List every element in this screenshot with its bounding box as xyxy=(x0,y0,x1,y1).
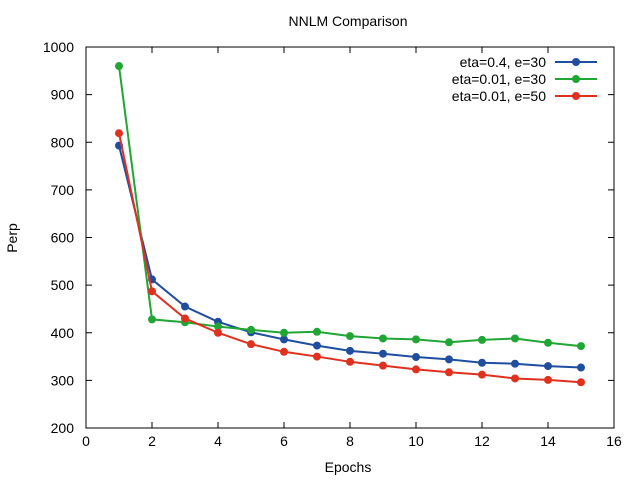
data-point xyxy=(346,346,354,355)
plot-area xyxy=(85,46,615,429)
chart-title: NNLM Comparison xyxy=(288,13,407,29)
x-tick-label: 16 xyxy=(606,433,622,449)
y-tick-label: 1000 xyxy=(43,39,74,55)
data-point xyxy=(577,378,585,387)
x-tick-label: 4 xyxy=(214,433,222,449)
series-layer xyxy=(115,62,585,387)
data-point xyxy=(313,352,321,361)
y-tick-label: 500 xyxy=(51,277,75,293)
legend-label: eta=0.01, e=50 xyxy=(452,88,546,104)
y-tick-label: 400 xyxy=(51,325,75,341)
x-tick-label: 12 xyxy=(474,433,490,449)
series-line xyxy=(118,132,582,384)
data-point xyxy=(445,368,453,377)
data-point xyxy=(412,353,420,362)
data-point xyxy=(280,335,288,344)
data-point xyxy=(577,342,585,351)
data-point xyxy=(181,314,189,323)
data-point xyxy=(511,359,519,368)
y-tick-label: 300 xyxy=(51,372,75,388)
data-point xyxy=(511,374,519,383)
x-tick-label: 14 xyxy=(540,433,556,449)
y-tick-label: 200 xyxy=(51,420,75,436)
data-point xyxy=(115,129,123,138)
data-point xyxy=(577,363,585,372)
x-tick-label: 8 xyxy=(346,433,354,449)
data-point xyxy=(412,365,420,374)
x-axis-title: Epochs xyxy=(325,459,372,475)
y-tick-label: 900 xyxy=(51,87,75,103)
data-point xyxy=(445,338,453,347)
data-point xyxy=(346,332,354,341)
data-point xyxy=(280,328,288,337)
legend-swatch-marker xyxy=(572,92,580,100)
y-axis-title: Perp xyxy=(4,223,20,253)
x-tick-label: 0 xyxy=(82,433,90,449)
legend-swatch-marker xyxy=(572,75,580,83)
legend-swatch-marker xyxy=(572,58,580,66)
series-line xyxy=(118,65,582,348)
data-point xyxy=(379,334,387,343)
x-tick-label: 6 xyxy=(280,433,288,449)
data-point xyxy=(181,302,189,311)
data-point xyxy=(379,361,387,370)
data-point xyxy=(412,335,420,344)
data-point xyxy=(544,362,552,371)
data-point xyxy=(445,355,453,364)
x-tick-label: 2 xyxy=(148,433,156,449)
x-tick-label: 10 xyxy=(408,433,424,449)
data-point xyxy=(115,62,123,71)
data-point xyxy=(214,328,222,337)
legend-label: eta=0.4, e=30 xyxy=(460,54,547,70)
data-point xyxy=(544,338,552,347)
data-point xyxy=(247,325,255,334)
data-point xyxy=(478,370,486,379)
series-1 xyxy=(115,141,585,372)
y-tick-label: 700 xyxy=(51,182,75,198)
plot-border xyxy=(85,46,615,429)
y-tick-label: 600 xyxy=(51,230,75,246)
data-point xyxy=(478,335,486,344)
data-point xyxy=(148,315,156,324)
data-point xyxy=(148,287,156,296)
data-point xyxy=(214,322,222,331)
legend-label: eta=0.01, e=30 xyxy=(452,71,546,87)
axis-ticks: 0 2 4 6 8 10 12 14 16 200 300 400 500 600 700 800 900 100… xyxy=(43,39,622,449)
data-point xyxy=(313,341,321,350)
data-point xyxy=(280,347,288,356)
data-point xyxy=(379,349,387,358)
data-point xyxy=(313,327,321,336)
series-3 xyxy=(115,129,585,387)
y-tick-label: 800 xyxy=(51,134,75,150)
data-point xyxy=(247,340,255,349)
data-point xyxy=(478,358,486,367)
data-point xyxy=(346,357,354,366)
data-point xyxy=(511,334,519,343)
data-point xyxy=(544,375,552,384)
